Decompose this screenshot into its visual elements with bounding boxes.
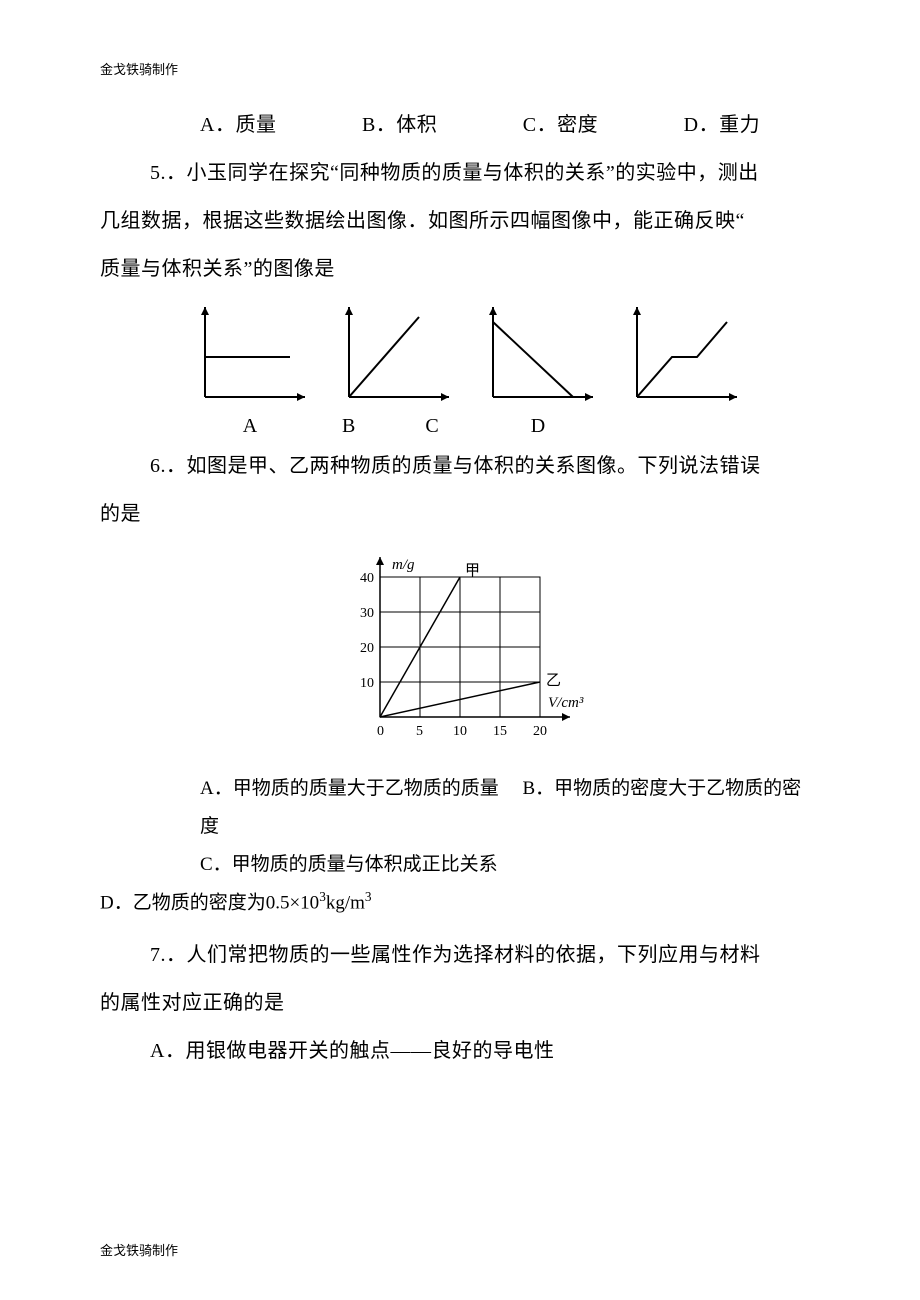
q6-opt-d-pre: D．乙物质的密度为0.5×10 (100, 892, 319, 913)
q6-opt-d-sup2: 3 (365, 889, 372, 904)
q7-text1: 人们常把物质的一些属性作为选择材料的依据，下列应用与材料 (187, 944, 761, 966)
q4-choice-d: D．重力 (634, 110, 760, 140)
q6-xlabel: V/cm³ (548, 695, 584, 711)
q6-line2: 的是 (100, 499, 820, 529)
svg-text:20: 20 (360, 641, 374, 656)
q6-ylabel: m/g (392, 557, 415, 573)
q6-opt-a: A．甲物质的质量大于乙物质的质量 (200, 778, 499, 799)
q6-opt-d: D．乙物质的密度为0.5×103kg/m3 (100, 884, 820, 922)
q5-graph-c: D (478, 302, 598, 441)
q6-opt-c: C．甲物质的质量与体积成正比关系 (200, 846, 820, 884)
svg-text:0: 0 (377, 724, 384, 739)
q5-line2: 几组数据，根据这些数据绘出图像．如图所示四幅图像中，能正确反映“ (100, 206, 820, 236)
q6-chart: m/g 甲 乙 V/cm³ 10 20 30 40 0 5 10 15 20 (100, 547, 820, 756)
page-header: 金戈铁骑制作 (100, 60, 820, 80)
q6-text1: 如图是甲、乙两种物质的质量与体积的关系图像。下列说法错误 (187, 455, 761, 477)
q5-graph-d-label (622, 411, 742, 441)
q6-jia-label: 甲 (465, 563, 480, 579)
q4-choice-b: B．体积 (312, 110, 437, 140)
q5-graph-b-svg (334, 302, 454, 402)
q7-line1: 7.．人们常把物质的一些属性作为选择材料的依据，下列应用与材料 (100, 940, 820, 970)
q7-opt-a: A．用银做电器开关的触点——良好的导电性 (100, 1036, 820, 1066)
page-footer: 金戈铁骑制作 (100, 1241, 178, 1261)
q6-yi-label: 乙 (546, 673, 561, 689)
q5-graph-a-label: A (190, 411, 310, 441)
svg-text:30: 30 (360, 606, 374, 621)
q5-graph-d (622, 302, 742, 441)
q7-line2: 的属性对应正确的是 (100, 988, 820, 1018)
svg-text:20: 20 (533, 724, 547, 739)
q5-graph-a-svg (190, 302, 310, 402)
q5-graph-b-label: B C (334, 411, 454, 441)
q5-graphs-row: A B C D (190, 302, 820, 441)
svg-text:10: 10 (453, 724, 467, 739)
q6-opt-ab: A．甲物质的质量大于乙物质的质量 B．甲物质的密度大于乙物质的密度 (200, 770, 820, 846)
q5-label-b: B (342, 415, 355, 437)
q6-line1: 6.．如图是甲、乙两种物质的质量与体积的关系图像。下列说法错误 (100, 451, 820, 481)
q5-graph-a: A (190, 302, 310, 441)
q5-graph-c-svg (478, 302, 598, 402)
q5-number: 5.． (150, 162, 187, 184)
q6-opt-d-post: kg/m (326, 892, 365, 913)
q4-choice-c: C．密度 (473, 110, 598, 140)
q6-opt-d-sup1: 3 (319, 889, 326, 904)
q5-text1: 小玉同学在探究“同种物质的质量与体积的关系”的实验中，测出 (187, 162, 759, 184)
q6-number: 6.． (150, 455, 187, 477)
q5-line1: 5.．小玉同学在探究“同种物质的质量与体积的关系”的实验中，测出 (100, 158, 820, 188)
svg-text:15: 15 (493, 724, 507, 739)
svg-text:5: 5 (416, 724, 423, 739)
q6-chart-svg: m/g 甲 乙 V/cm³ 10 20 30 40 0 5 10 15 20 (320, 547, 600, 747)
q5-graph-c-label: D (478, 411, 598, 441)
q5-line3: 质量与体积关系”的图像是 (100, 254, 820, 284)
svg-text:10: 10 (360, 676, 374, 691)
q5-label-c: C (425, 415, 438, 437)
q6-options: A．甲物质的质量大于乙物质的质量 B．甲物质的密度大于乙物质的密度 C．甲物质的… (200, 770, 820, 884)
q4-choices: A．质量 B．体积 C．密度 D．重力 (100, 110, 820, 140)
svg-text:40: 40 (360, 571, 374, 586)
q7-number: 7.． (150, 944, 187, 966)
q5-graph-b: B C (334, 302, 454, 441)
q4-choice-a: A．质量 (150, 110, 276, 140)
q5-graph-d-svg (622, 302, 742, 402)
page: 金戈铁骑制作 A．质量 B．体积 C．密度 D．重力 5.．小玉同学在探究“同种… (0, 0, 920, 1300)
